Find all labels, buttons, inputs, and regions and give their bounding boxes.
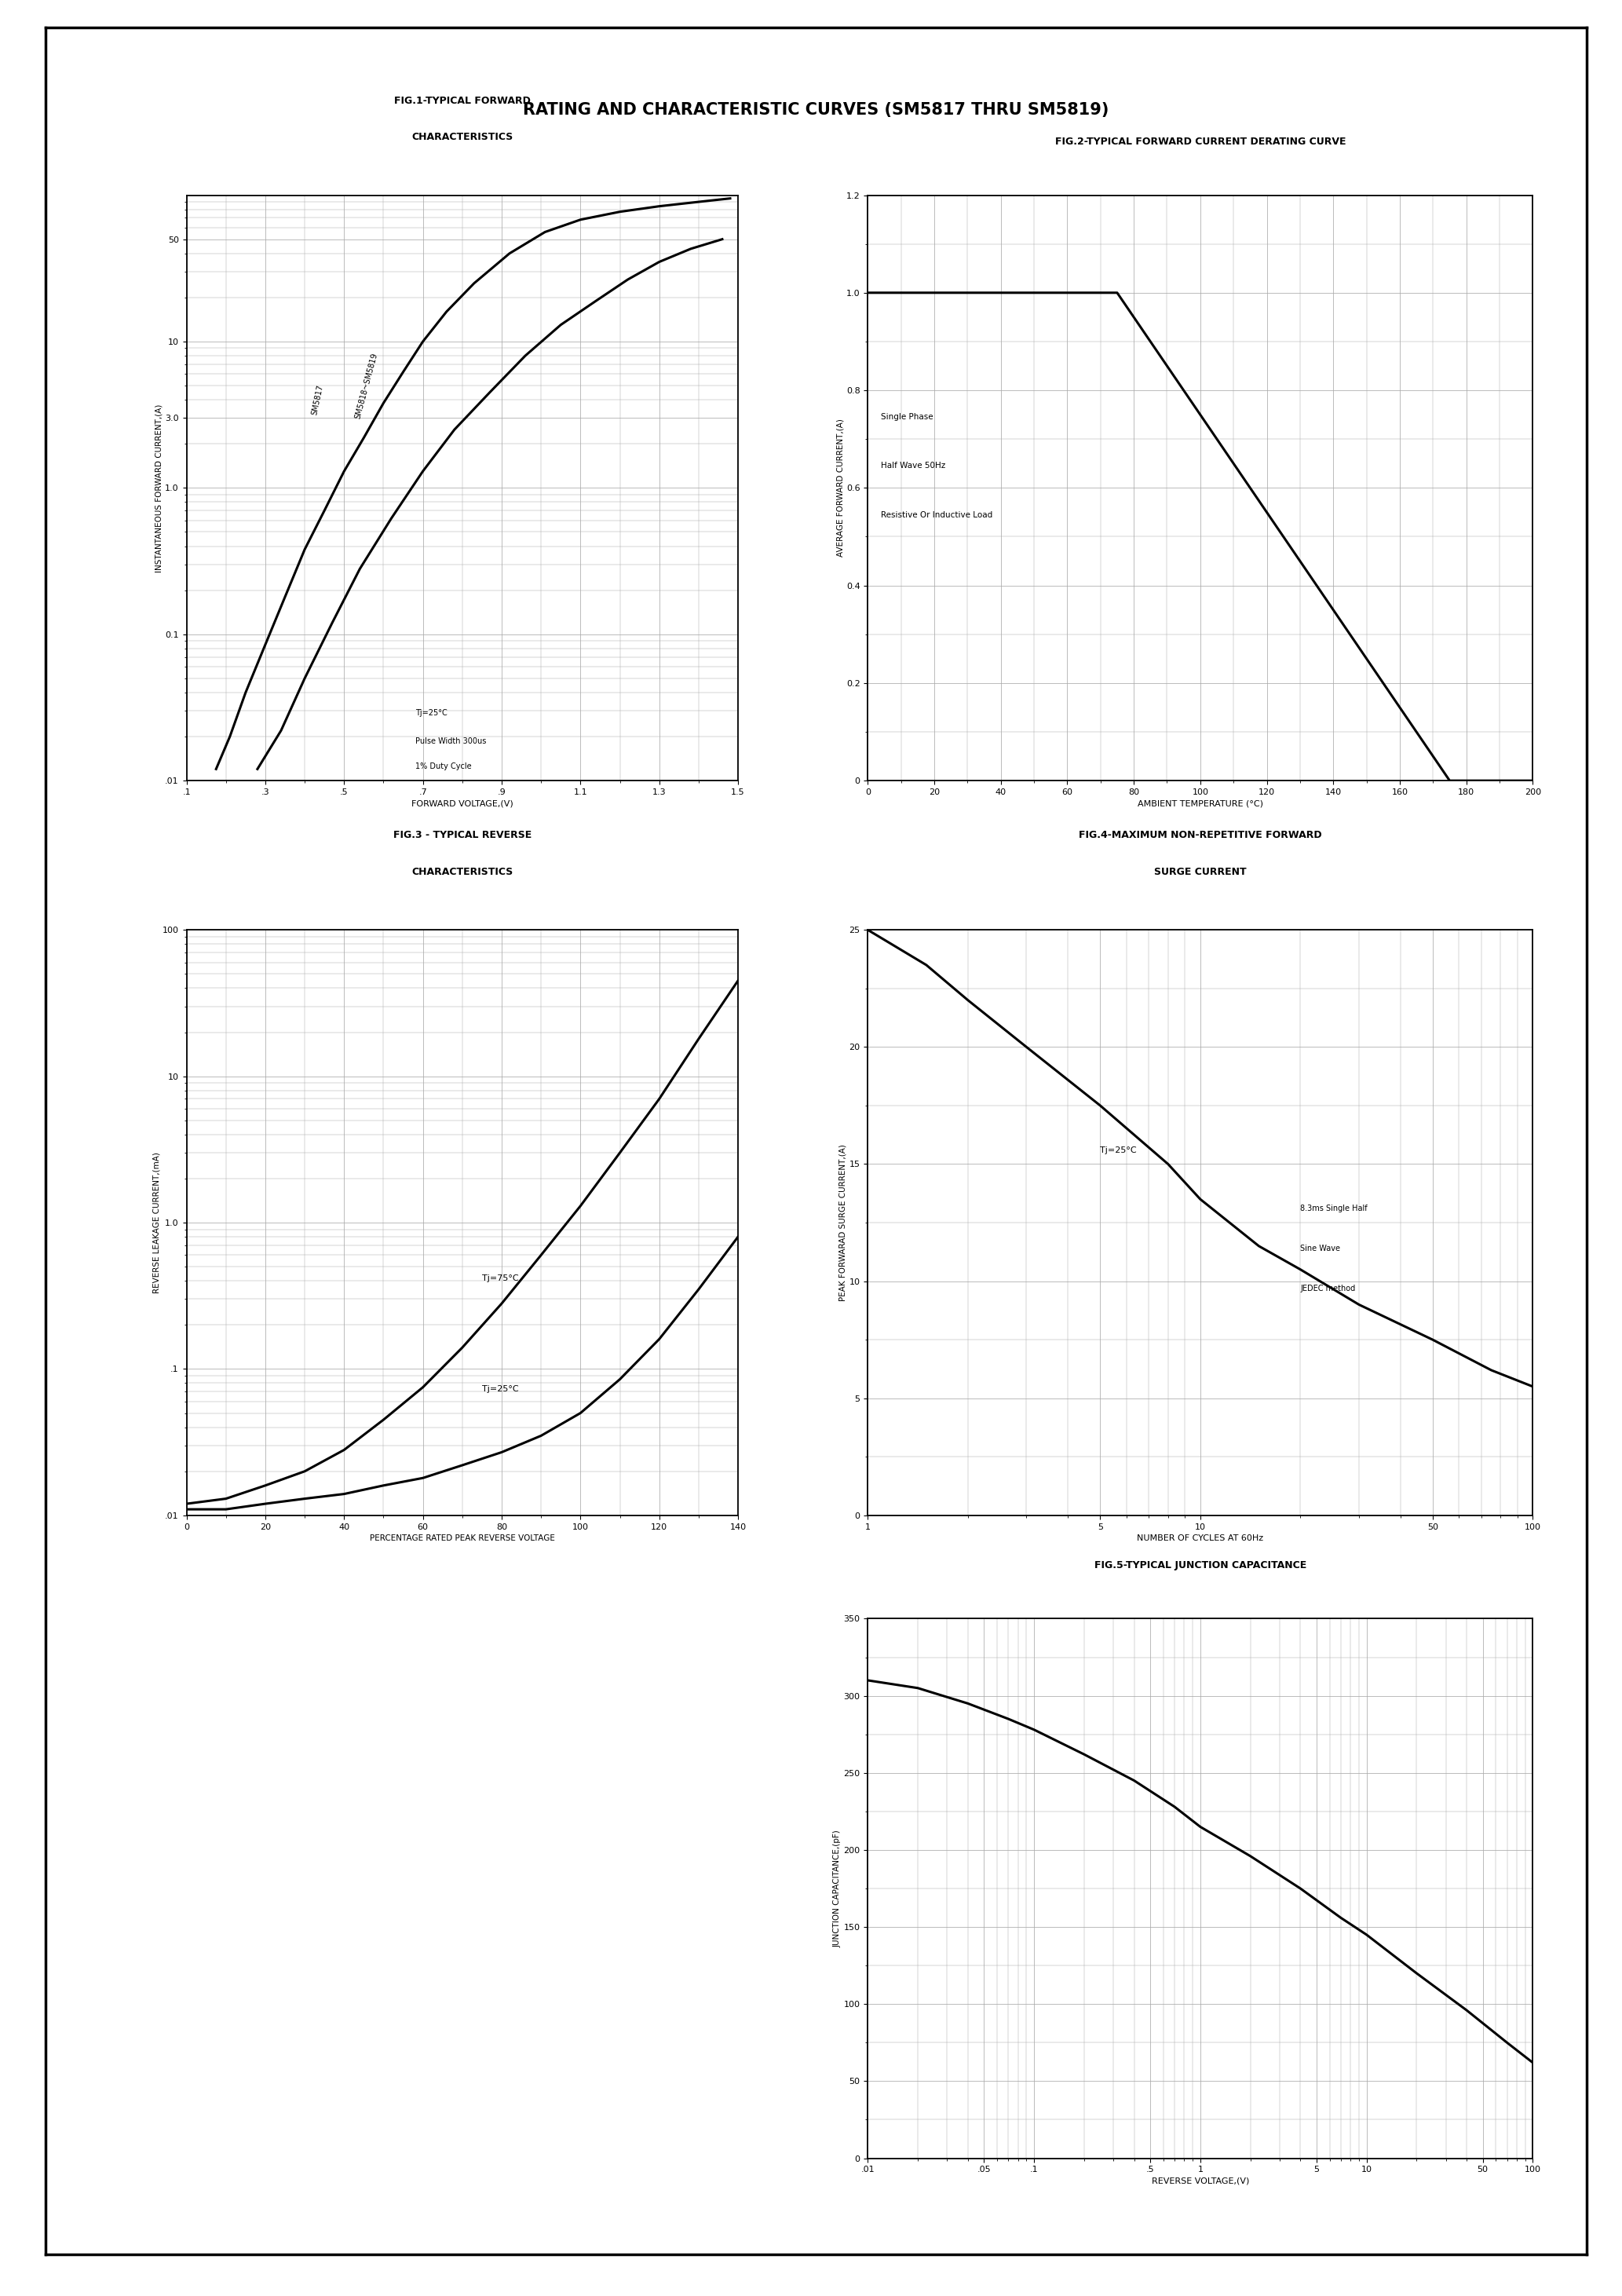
Text: 8.3ms Single Half: 8.3ms Single Half (1301, 1205, 1367, 1212)
Text: JEDEC method: JEDEC method (1301, 1283, 1356, 1293)
Text: CHARACTERISTICS: CHARACTERISTICS (412, 133, 513, 142)
Text: Tj=25°C: Tj=25°C (1100, 1146, 1137, 1155)
Y-axis label: PEAK FORWARAD SURGE CURRENT,(A): PEAK FORWARAD SURGE CURRENT,(A) (839, 1143, 847, 1302)
Y-axis label: AVERAGE FORWARD CURRENT,(A): AVERAGE FORWARD CURRENT,(A) (837, 418, 843, 558)
X-axis label: NUMBER OF CYCLES AT 60Hz: NUMBER OF CYCLES AT 60Hz (1137, 1534, 1264, 1543)
Text: FIG.3 - TYPICAL REVERSE: FIG.3 - TYPICAL REVERSE (393, 831, 532, 840)
Text: SM5818~SM5819: SM5818~SM5819 (354, 351, 380, 420)
Text: CHARACTERISTICS: CHARACTERISTICS (412, 868, 513, 877)
Y-axis label: INSTANTANEOUS FORWARD CURRENT,(A): INSTANTANEOUS FORWARD CURRENT,(A) (156, 404, 162, 572)
Text: RATING AND CHARACTERISTIC CURVES (SM5817 THRU SM5819): RATING AND CHARACTERISTIC CURVES (SM5817… (522, 103, 1109, 117)
X-axis label: REVERSE VOLTAGE,(V): REVERSE VOLTAGE,(V) (1152, 2177, 1249, 2186)
Text: Tj=25°C: Tj=25°C (482, 1384, 519, 1394)
Y-axis label: REVERSE LEAKAGE CURRENT,(mA): REVERSE LEAKAGE CURRENT,(mA) (152, 1153, 161, 1293)
X-axis label: AMBIENT TEMPERATURE (°C): AMBIENT TEMPERATURE (°C) (1137, 799, 1264, 808)
X-axis label: PERCENTAGE RATED PEAK REVERSE VOLTAGE: PERCENTAGE RATED PEAK REVERSE VOLTAGE (370, 1534, 555, 1543)
Text: FIG.5-TYPICAL JUNCTION CAPACITANCE: FIG.5-TYPICAL JUNCTION CAPACITANCE (1095, 1561, 1306, 1570)
Text: Sine Wave: Sine Wave (1301, 1244, 1340, 1251)
Text: Half Wave 50Hz: Half Wave 50Hz (881, 461, 946, 471)
Text: FIG.1-TYPICAL FORWARD: FIG.1-TYPICAL FORWARD (394, 96, 530, 106)
Text: Resistive Or Inductive Load: Resistive Or Inductive Load (881, 512, 993, 519)
Text: 1% Duty Cycle: 1% Duty Cycle (415, 762, 472, 771)
Text: Tj=25°C: Tj=25°C (415, 709, 448, 716)
X-axis label: FORWARD VOLTAGE,(V): FORWARD VOLTAGE,(V) (412, 799, 513, 808)
Text: SM5817: SM5817 (311, 383, 324, 416)
Text: Pulse Width 300us: Pulse Width 300us (415, 737, 487, 744)
Text: FIG.4-MAXIMUM NON-REPETITIVE FORWARD: FIG.4-MAXIMUM NON-REPETITIVE FORWARD (1079, 831, 1322, 840)
Text: SURGE CURRENT: SURGE CURRENT (1155, 868, 1246, 877)
Text: FIG.2-TYPICAL FORWARD CURRENT DERATING CURVE: FIG.2-TYPICAL FORWARD CURRENT DERATING C… (1054, 138, 1346, 147)
Y-axis label: JUNCTION CAPACITANCE,(pF): JUNCTION CAPACITANCE,(pF) (834, 1830, 842, 1947)
Text: Tj=75°C: Tj=75°C (482, 1274, 519, 1283)
Text: Single Phase: Single Phase (881, 413, 933, 420)
